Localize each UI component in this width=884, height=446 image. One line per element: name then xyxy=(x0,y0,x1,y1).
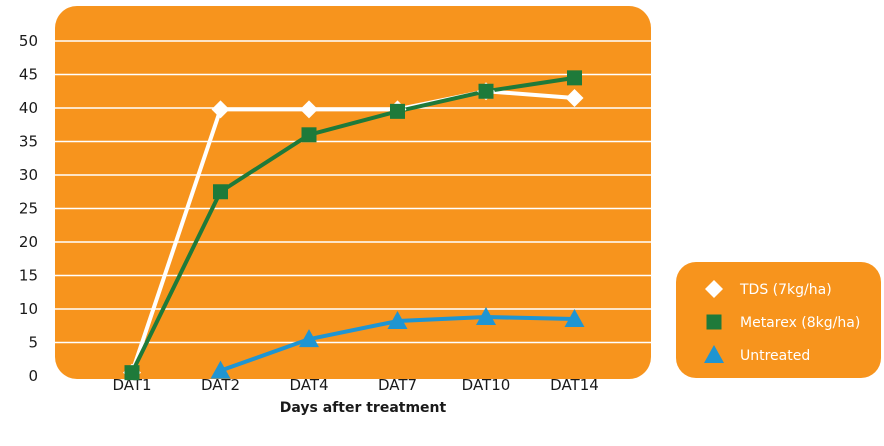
data-point xyxy=(210,360,231,379)
data-point xyxy=(211,100,230,119)
legend-label: Untreated xyxy=(740,348,810,364)
legend: TDS (7kg/ha) Metarex (8kg/ha) Untreated xyxy=(676,262,881,378)
y-tick-label: 15 xyxy=(19,267,38,285)
x-tick-label: DAT2 xyxy=(201,376,240,394)
data-point xyxy=(564,309,585,328)
x-tick-label: DAT1 xyxy=(112,376,151,394)
y-tick-label: 10 xyxy=(19,300,38,318)
plot-background xyxy=(55,6,651,379)
legend-label: Metarex (8kg/ha) xyxy=(740,315,860,331)
data-point xyxy=(478,83,494,99)
data-point xyxy=(390,103,405,119)
legend-marker xyxy=(706,314,722,330)
y-tick-label: 40 xyxy=(19,99,38,117)
data-point xyxy=(567,70,582,86)
legend-label: TDS (7kg/ha) xyxy=(739,282,832,298)
data-point xyxy=(299,329,319,348)
x-axis-ticks: DAT1 DAT2 DAT4 DAT7 DAT10 DAT14 xyxy=(112,376,598,394)
series-layer xyxy=(123,70,585,382)
y-tick-label: 30 xyxy=(19,166,38,184)
y-tick-label: 0 xyxy=(28,367,38,385)
legend-marker xyxy=(704,345,724,363)
data-point xyxy=(213,184,228,200)
data-point xyxy=(301,127,317,143)
legend-background xyxy=(676,262,881,378)
series-line xyxy=(130,89,575,374)
data-point xyxy=(476,307,496,326)
x-tick-label: DAT7 xyxy=(378,376,417,394)
legend-marker xyxy=(705,280,723,298)
data-point xyxy=(124,365,140,381)
y-tick-label: 5 xyxy=(28,334,38,352)
x-tick-label: DAT4 xyxy=(289,376,328,394)
x-tick-label: DAT10 xyxy=(462,376,511,394)
y-tick-label: 20 xyxy=(19,233,38,251)
y-tick-label: 50 xyxy=(19,32,38,50)
series-line xyxy=(130,75,575,374)
data-point xyxy=(565,88,584,107)
data-point xyxy=(300,100,318,119)
y-axis-ticks: 0 5 10 15 20 25 30 35 40 45 50 xyxy=(19,32,38,385)
data-point xyxy=(387,311,408,330)
x-axis-label: Days after treatment xyxy=(280,400,447,416)
x-tick-label: DAT14 xyxy=(550,376,599,394)
y-tick-label: 45 xyxy=(19,66,38,84)
y-tick-label: 35 xyxy=(19,133,38,151)
y-tick-label: 25 xyxy=(19,200,38,218)
